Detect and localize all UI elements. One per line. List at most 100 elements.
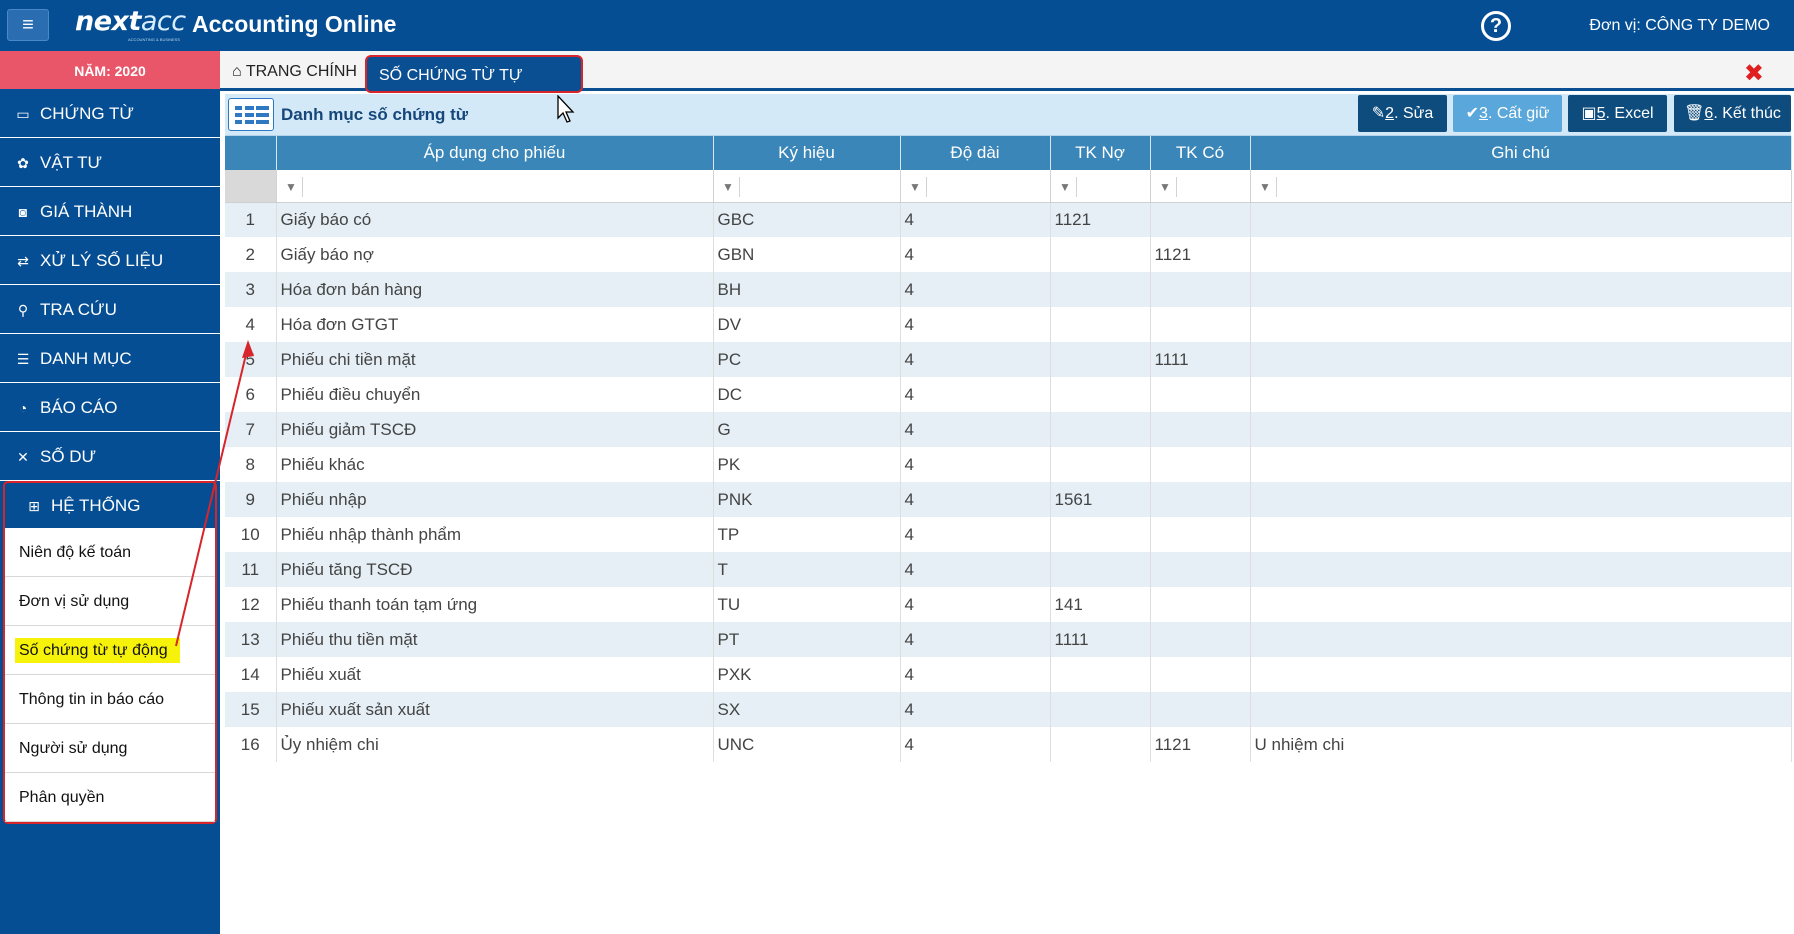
table-cell[interactable] bbox=[1250, 272, 1792, 307]
filter-cell[interactable]: ▼ bbox=[713, 170, 901, 203]
submenu-item-thong-tin-in[interactable]: Thông tin in báo cáo bbox=[5, 675, 215, 724]
table-cell[interactable]: Phiếu thanh toán tạm ứng bbox=[276, 587, 714, 622]
table-cell[interactable] bbox=[1250, 552, 1792, 587]
table-cell[interactable] bbox=[1250, 307, 1792, 342]
table-cell[interactable]: 4 bbox=[900, 272, 1051, 307]
table-row[interactable]: 12 Phiếu thanh toán tạm ứng TU 4 141 bbox=[225, 587, 1792, 622]
table-cell[interactable]: 4 bbox=[900, 342, 1051, 377]
filter-cell[interactable]: ▼ bbox=[1050, 170, 1151, 203]
table-cell[interactable] bbox=[1150, 447, 1251, 482]
tab-so-chung-tu-tu-dong[interactable]: SỐ CHỨNG TỪ TỰ ĐỘNGX bbox=[365, 55, 583, 123]
table-cell[interactable] bbox=[1050, 272, 1151, 307]
table-cell[interactable]: PC bbox=[713, 342, 901, 377]
table-row[interactable]: 7 Phiếu giảm TSCĐ G 4 bbox=[225, 412, 1792, 447]
table-cell[interactable]: 4 bbox=[900, 517, 1051, 552]
table-cell[interactable] bbox=[1050, 412, 1151, 447]
table-cell[interactable] bbox=[1050, 377, 1151, 412]
filter-cell[interactable]: ▼ bbox=[276, 170, 714, 203]
table-cell[interactable] bbox=[1150, 622, 1251, 657]
table-cell[interactable] bbox=[1150, 412, 1251, 447]
table-cell[interactable]: Phiếu nhập bbox=[276, 482, 714, 517]
table-cell[interactable] bbox=[1250, 692, 1792, 727]
table-cell[interactable] bbox=[1050, 237, 1151, 272]
table-row[interactable]: 4 Hóa đơn GTGT DV 4 bbox=[225, 307, 1792, 342]
submenu-item-nien-do[interactable]: Niên độ kế toán bbox=[5, 528, 215, 577]
table-cell[interactable]: TP bbox=[713, 517, 901, 552]
sidebar-item-vat-tu[interactable]: ✿ VẬT TƯ bbox=[0, 138, 220, 187]
table-cell[interactable]: Giấy báo nợ bbox=[276, 237, 714, 272]
table-cell[interactable]: 4 bbox=[900, 447, 1051, 482]
table-cell[interactable]: DV bbox=[713, 307, 901, 342]
table-row[interactable]: 9 Phiếu nhập PNK 4 1561 bbox=[225, 482, 1792, 517]
table-cell[interactable]: Hóa đơn GTGT bbox=[276, 307, 714, 342]
table-cell[interactable]: 4 bbox=[900, 727, 1051, 762]
sidebar-item-xu-ly-so-lieu[interactable]: ⇄ XỬ LÝ SỐ LIỆU bbox=[0, 236, 220, 285]
table-cell[interactable]: 4 bbox=[900, 552, 1051, 587]
table-cell[interactable] bbox=[1150, 587, 1251, 622]
table-cell[interactable]: DC bbox=[713, 377, 901, 412]
sidebar-item-gia-thanh[interactable]: ◙ GIÁ THÀNH bbox=[0, 187, 220, 236]
table-cell[interactable]: Phiếu nhập thành phẩm bbox=[276, 517, 714, 552]
hamburger-icon[interactable]: ≡ bbox=[7, 9, 49, 41]
table-cell[interactable]: Phiếu xuất sản xuất bbox=[276, 692, 714, 727]
table-cell[interactable]: BH bbox=[713, 272, 901, 307]
edit-button[interactable]: ✎2. Sửa bbox=[1358, 95, 1447, 132]
table-cell[interactable]: GBC bbox=[713, 202, 901, 237]
filter-cell[interactable]: ▼ bbox=[1250, 170, 1792, 203]
table-cell[interactable] bbox=[1250, 587, 1792, 622]
excel-button[interactable]: ▣5. Excel bbox=[1568, 95, 1667, 132]
table-cell[interactable] bbox=[1050, 447, 1151, 482]
table-cell[interactable] bbox=[1150, 377, 1251, 412]
table-cell[interactable] bbox=[1250, 517, 1792, 552]
table-cell[interactable]: PK bbox=[713, 447, 901, 482]
table-cell[interactable]: PT bbox=[713, 622, 901, 657]
table-cell[interactable] bbox=[1150, 202, 1251, 237]
exit-button[interactable]: 🗑6. Kết thúc bbox=[1674, 95, 1791, 132]
table-cell[interactable]: Phiếu tăng TSCĐ bbox=[276, 552, 714, 587]
table-cell[interactable]: Phiếu xuất bbox=[276, 657, 714, 692]
table-cell[interactable]: 1121 bbox=[1150, 727, 1251, 762]
table-cell[interactable]: 4 bbox=[900, 377, 1051, 412]
table-cell[interactable]: 4 bbox=[900, 622, 1051, 657]
table-cell[interactable]: Phiếu chi tiền mặt bbox=[276, 342, 714, 377]
table-row[interactable]: 3 Hóa đơn bán hàng BH 4 bbox=[225, 272, 1792, 307]
help-icon[interactable]: ? bbox=[1481, 11, 1511, 41]
table-cell[interactable]: Hóa đơn bán hàng bbox=[276, 272, 714, 307]
table-cell[interactable]: 4 bbox=[900, 692, 1051, 727]
submenu-item-phan-quyen[interactable]: Phân quyền bbox=[5, 773, 215, 822]
table-cell[interactable]: 1111 bbox=[1050, 622, 1151, 657]
table-cell[interactable]: 4 bbox=[900, 412, 1051, 447]
filter-cell[interactable]: ▼ bbox=[900, 170, 1051, 203]
table-cell[interactable] bbox=[1150, 307, 1251, 342]
submenu-item-nguoi-su-dung[interactable]: Người sử dụng bbox=[5, 724, 215, 773]
submenu-item-so-chung-tu[interactable]: Số chứng từ tự động bbox=[5, 626, 215, 675]
sidebar-item-tra-cuu[interactable]: ⚲ TRA CỨU bbox=[0, 285, 220, 334]
table-cell[interactable]: PNK bbox=[713, 482, 901, 517]
table-cell[interactable]: TU bbox=[713, 587, 901, 622]
column-header-do-dai[interactable]: Độ dài bbox=[900, 136, 1051, 170]
table-cell[interactable]: 1561 bbox=[1050, 482, 1151, 517]
table-cell[interactable] bbox=[1250, 237, 1792, 272]
table-cell[interactable]: Phiếu điều chuyển bbox=[276, 377, 714, 412]
table-cell[interactable]: 1121 bbox=[1050, 202, 1151, 237]
close-all-tabs-icon[interactable]: ✖ bbox=[1743, 60, 1764, 87]
table-cell[interactable] bbox=[1250, 342, 1792, 377]
filter-icon[interactable]: ▼ bbox=[281, 176, 303, 197]
table-cell[interactable] bbox=[1250, 377, 1792, 412]
table-cell[interactable]: 141 bbox=[1050, 587, 1151, 622]
table-cell[interactable] bbox=[1050, 657, 1151, 692]
table-cell[interactable]: 4 bbox=[900, 237, 1051, 272]
table-cell[interactable] bbox=[1150, 692, 1251, 727]
table-row[interactable]: 5 Phiếu chi tiền mặt PC 4 1111 bbox=[225, 342, 1792, 377]
table-cell[interactable]: G bbox=[713, 412, 901, 447]
sidebar-item-chung-tu[interactable]: ▭ CHỨNG TỪ bbox=[0, 89, 220, 138]
table-row[interactable]: 10 Phiếu nhập thành phẩm TP 4 bbox=[225, 517, 1792, 552]
filter-icon[interactable]: ▼ bbox=[1155, 176, 1177, 197]
column-header-ap-dung[interactable]: Áp dụng cho phiếu bbox=[276, 136, 714, 170]
table-cell[interactable] bbox=[1250, 412, 1792, 447]
sidebar-item-bao-cao[interactable]: ◔ BÁO CÁO bbox=[0, 383, 220, 432]
table-cell[interactable]: Phiếu giảm TSCĐ bbox=[276, 412, 714, 447]
table-cell[interactable]: Ủy nhiệm chi bbox=[276, 727, 714, 762]
table-cell[interactable] bbox=[1250, 447, 1792, 482]
table-cell[interactable] bbox=[1050, 517, 1151, 552]
